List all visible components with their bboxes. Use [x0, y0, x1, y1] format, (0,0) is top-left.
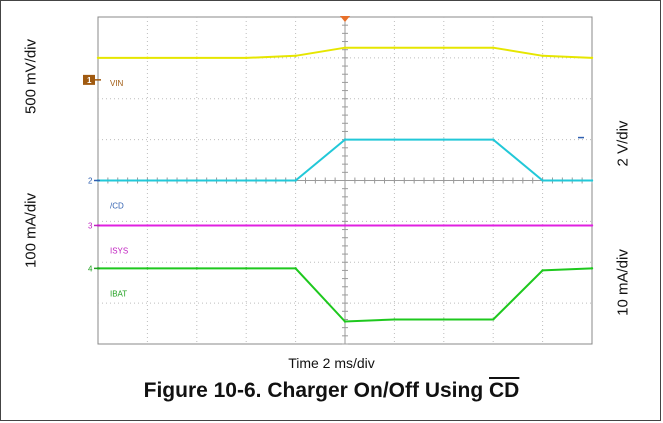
- trigger-position-marker: [340, 16, 350, 22]
- trace-label-cd: /CD: [110, 202, 124, 211]
- data-point-cd: [541, 179, 544, 182]
- data-point-vin: [195, 56, 198, 60]
- data-point-cd: [492, 138, 495, 141]
- traces: VIN/CD ISYS IBAT: [96, 46, 594, 323]
- data-point-ibat: [245, 267, 248, 270]
- data-point-cd: [245, 179, 248, 182]
- data-point-cd: [590, 179, 594, 182]
- x-axis-label: Time 2 ms/div: [288, 355, 375, 371]
- data-point-vin: [343, 46, 347, 49]
- data-point-ibat: [393, 318, 396, 321]
- data-point-vin: [442, 46, 445, 49]
- data-point-cd: [195, 179, 198, 182]
- caption-prefix: Figure 10-6. Charger On/Off Using: [143, 379, 490, 402]
- data-point-cd: [442, 138, 445, 141]
- data-point-vin: [492, 46, 495, 49]
- data-point-ibat: [343, 320, 347, 323]
- data-point-isys: [245, 224, 248, 227]
- data-point-vin: [294, 54, 297, 58]
- data-point-ibat: [442, 318, 445, 321]
- channel-marker-2: 2: [88, 177, 93, 186]
- channel-markers: 1 2 3 4: [83, 74, 584, 273]
- trace-label-isys: ISYS: [110, 246, 128, 255]
- data-point-ibat: [146, 267, 149, 270]
- data-point-ibat: [195, 267, 198, 270]
- data-point-isys: [294, 224, 297, 227]
- data-point-ibat: [492, 318, 495, 321]
- data-point-isys: [195, 224, 198, 227]
- channel-marker-4: 4: [88, 264, 93, 273]
- data-point-vin: [245, 56, 248, 60]
- figure-caption: Figure 10-6. Charger On/Off Using CD: [0, 379, 663, 403]
- data-point-ibat: [590, 267, 594, 270]
- data-point-cd: [146, 179, 149, 182]
- data-point-vin: [96, 56, 100, 60]
- caption-overlined: CD: [489, 379, 520, 402]
- data-point-isys: [590, 224, 594, 227]
- data-point-vin: [541, 54, 544, 58]
- data-point-vin: [393, 46, 396, 49]
- ylabel-top-left: 500 mV/div: [22, 38, 40, 115]
- ylabel-top-right: 2 V/div: [614, 120, 632, 167]
- data-point-vin: [590, 56, 594, 60]
- data-point-isys: [146, 224, 149, 227]
- data-point-ibat: [541, 269, 544, 272]
- ylabel-bottom-right: 10 mA/div: [614, 249, 632, 316]
- data-point-cd: [343, 138, 347, 141]
- data-point-isys: [442, 224, 445, 227]
- data-point-ibat: [294, 267, 297, 270]
- ylabel-bottom-left: 100 mA/div: [22, 192, 40, 269]
- data-point-cd: [294, 179, 297, 182]
- data-point-isys: [492, 224, 495, 227]
- channel-marker-3: 3: [88, 221, 93, 230]
- data-point-isys: [541, 224, 544, 227]
- channel-marker-1-box: [83, 74, 95, 85]
- data-point-vin: [146, 56, 149, 60]
- channel-marker-1: 1: [87, 76, 92, 85]
- trace-label-ibat: IBAT: [110, 289, 127, 298]
- data-point-cd: [393, 138, 396, 141]
- data-point-isys: [343, 224, 347, 227]
- trace-label-vin: VIN: [110, 79, 124, 88]
- data-point-isys: [393, 224, 396, 227]
